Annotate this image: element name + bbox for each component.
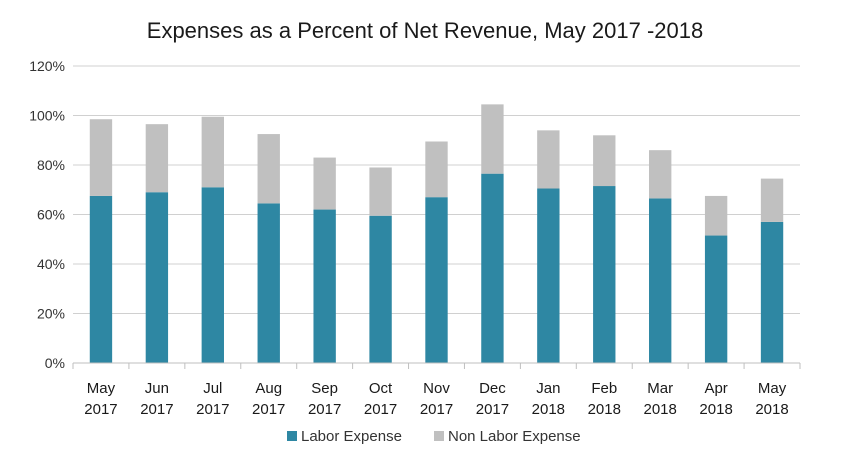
bar-non-labor-expense [313,157,336,210]
bar-labor-expense [89,195,113,363]
bar-labor-expense [425,197,448,363]
bar-labor-expense [257,203,280,363]
y-tick-label: 120% [29,58,65,74]
y-tick-label: 20% [37,306,65,322]
bar-non-labor-expense [425,141,448,198]
x-tick-label-year: 2018 [644,401,677,418]
y-tick-label: 40% [37,256,65,272]
x-tick-label-year: 2017 [364,401,397,418]
bar-labor-expense [369,215,392,363]
x-tick-label-year: 2017 [252,401,285,418]
bar-labor-expense [201,187,224,363]
bars [89,104,784,363]
y-tick-label: 0% [45,355,65,371]
bar-non-labor-expense [201,116,224,188]
x-tick-label-year: 2018 [699,401,732,418]
legend-label-labor: Labor Expense [301,428,402,445]
bar-non-labor-expense [257,134,280,204]
bar-non-labor-expense [649,150,672,199]
legend: Labor Expense Non Labor Expense [287,428,581,445]
bar-non-labor-expense [760,178,784,222]
bar-labor-expense [313,209,336,363]
x-tick-label-month: May [87,380,116,397]
bar-labor-expense [760,221,784,363]
x-tick-label-month: Jun [145,380,169,397]
bar-labor-expense [593,186,616,363]
bar-non-labor-expense [145,124,169,193]
x-tick-label-year: 2018 [588,401,621,418]
chart-title: Expenses as a Percent of Net Revenue, Ma… [147,18,703,43]
x-tick-label-year: 2018 [532,401,565,418]
y-tick-label: 100% [29,108,65,124]
bar-non-labor-expense [89,119,113,196]
x-tick-label-year: 2017 [476,401,509,418]
axes: 0% 20% 40% 60% 80% 100% 120% May 2017 Jun 2017 Jul 2… [29,58,801,418]
x-tick-label-month: Jan [536,380,560,397]
legend-swatch-labor [287,431,297,441]
y-tick-label: 80% [37,157,65,173]
bar-labor-expense [537,188,560,363]
bar-non-labor-expense [704,195,728,236]
x-tick-label-month: Aug [255,380,282,397]
x-tick-label-month: Jul [203,380,222,397]
legend-label-non-labor: Non Labor Expense [448,428,581,445]
bar-non-labor-expense [369,167,392,216]
legend-swatch-non-labor [434,431,444,441]
x-tick-label-year: 2017 [84,401,117,418]
x-tick-label-year: 2017 [196,401,229,418]
x-tick-label-month: Feb [591,380,617,397]
bar-non-labor-expense [593,135,616,187]
bar-non-labor-expense [481,104,504,174]
bar-non-labor-expense [537,130,560,189]
bar-labor-expense [704,235,728,363]
x-tick-label-month: Mar [647,380,673,397]
x-tick-label-month: Oct [369,380,393,397]
x-tick-label-month: Nov [423,380,450,397]
x-tick-label-month: Dec [479,380,506,397]
x-tick-label-year: 2017 [140,401,173,418]
x-tick-label-month: Sep [311,380,338,397]
x-tick-label-month: May [758,380,787,397]
bar-labor-expense [649,198,672,363]
bar-labor-expense [481,173,504,363]
bar-labor-expense [145,192,169,363]
x-tick-label-month: Apr [704,380,727,397]
x-tick-label-year: 2017 [308,401,341,418]
y-tick-label: 60% [37,207,65,223]
x-tick-label-year: 2018 [755,401,788,418]
x-tick-label-year: 2017 [420,401,453,418]
